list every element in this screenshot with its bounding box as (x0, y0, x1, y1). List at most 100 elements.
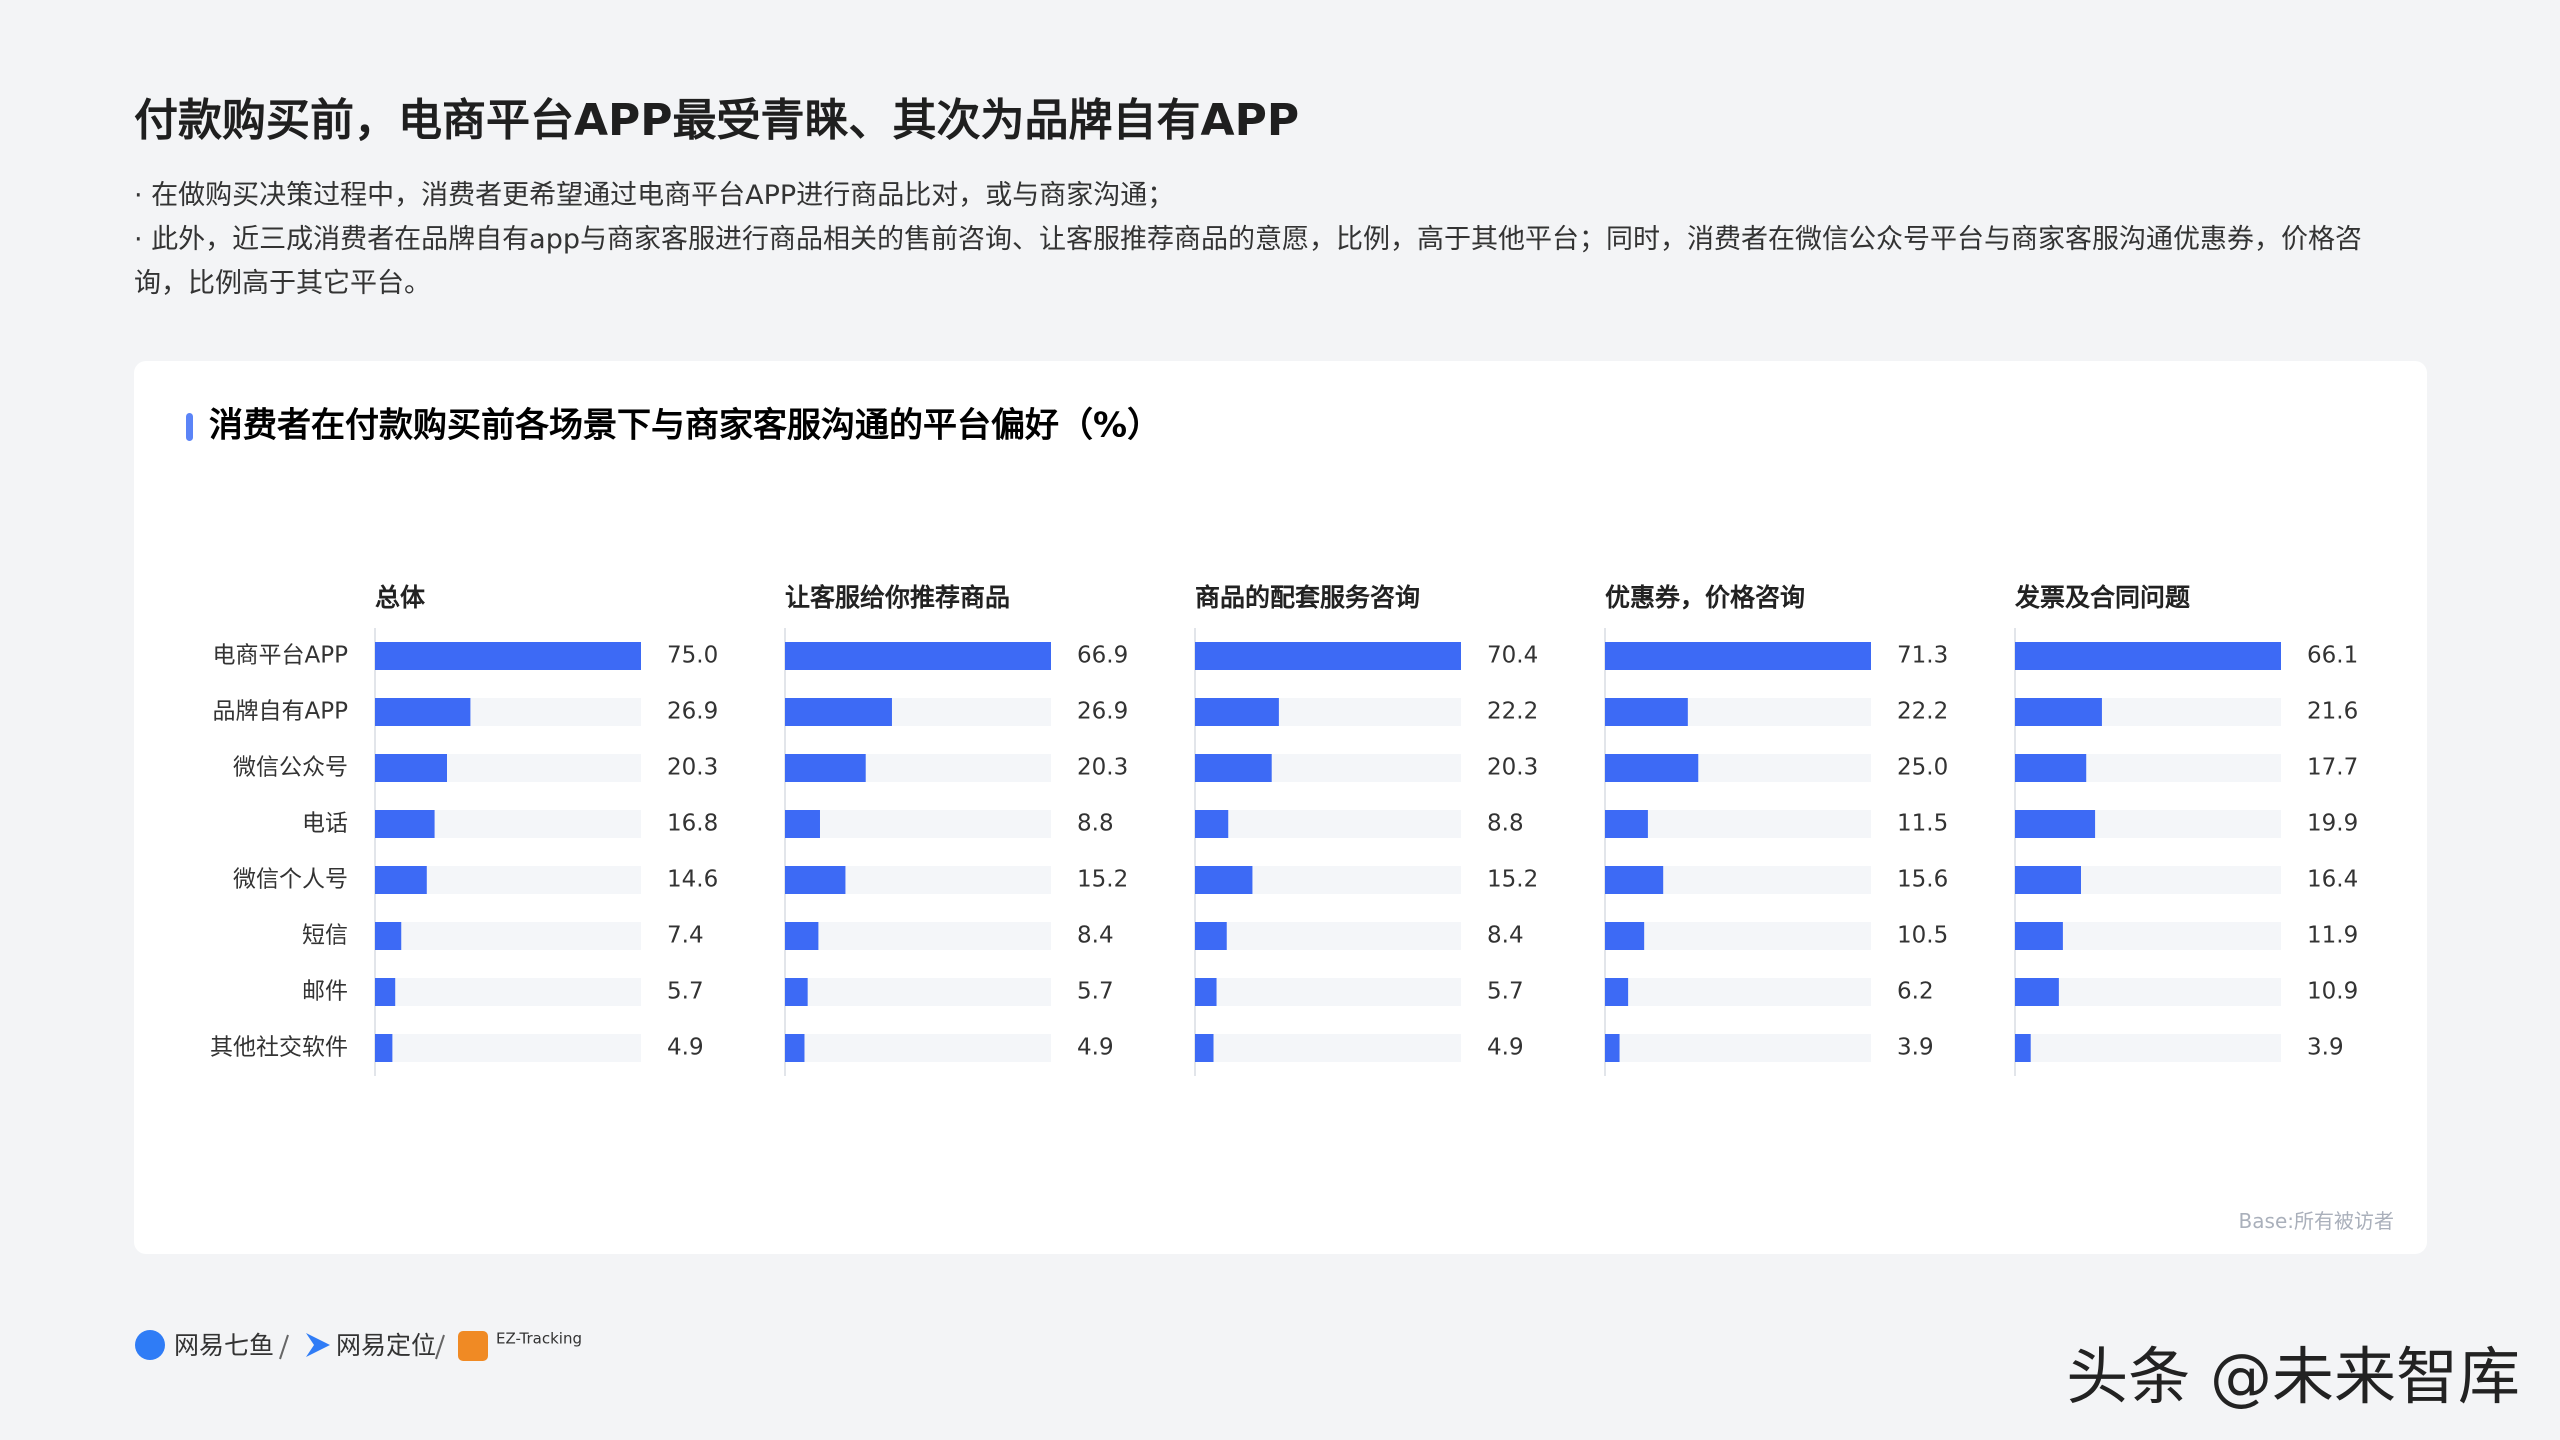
watermark: 头条 @未来智库 (2066, 1340, 2520, 1413)
bar (2015, 810, 2096, 838)
bar (375, 810, 435, 838)
value-label: 4.9 (1487, 1035, 1524, 1061)
bar (375, 642, 641, 670)
separator (279, 1334, 289, 1360)
value-label: 5.7 (667, 979, 704, 1005)
value-label: 15.2 (1487, 867, 1538, 893)
value-label: 26.9 (1077, 699, 1128, 725)
value-label: 14.6 (667, 867, 718, 893)
bar (1195, 698, 1279, 726)
bar (375, 866, 427, 894)
value-label: 10.5 (1897, 923, 1948, 949)
bar (1195, 866, 1253, 894)
value-label: 66.9 (1077, 643, 1128, 669)
value-label: 16.8 (667, 811, 718, 837)
value-label: 20.3 (667, 755, 718, 781)
bar-track (1195, 922, 1461, 950)
bar (1605, 978, 1629, 1006)
category-label: 电商平台APP (213, 643, 349, 669)
bar-track (785, 1034, 1051, 1062)
bar (2015, 698, 2102, 726)
bar-track (375, 978, 641, 1006)
category-label: 微信公众号 (233, 755, 348, 781)
value-label: 21.6 (2307, 699, 2358, 725)
panel-title: 发票及合同问题 (2014, 583, 2190, 612)
panel-title: 商品的配套服务咨询 (1195, 583, 1420, 612)
value-label: 25.0 (1897, 755, 1948, 781)
panel-title: 让客服给你推荐商品 (785, 583, 1010, 612)
bar-track (785, 978, 1051, 1006)
bar (785, 698, 892, 726)
value-label: 19.9 (2307, 811, 2358, 837)
category-label: 电话 (302, 811, 348, 837)
bar (375, 754, 447, 782)
separator (435, 1334, 445, 1360)
bar (2015, 754, 2087, 782)
bar-track (1605, 1034, 1871, 1062)
bar-track (375, 922, 641, 950)
bar (2015, 642, 2281, 670)
value-label: 15.2 (1077, 867, 1128, 893)
bar-track (375, 1034, 641, 1062)
value-label: 4.9 (1077, 1035, 1114, 1061)
bar (2015, 922, 2063, 950)
bar (375, 698, 471, 726)
bar (1195, 754, 1272, 782)
chart-card: 消费者在付款购买前各场景下与商家客服沟通的平台偏好（%） 电商平台APP 品牌自有… (134, 361, 2427, 1254)
value-label: 20.3 (1077, 755, 1128, 781)
bar (785, 754, 866, 782)
bullets: · 在做购买决策过程中，消费者更希望通过电商平台APP进行商品比对，或与商家沟通… (134, 174, 2384, 306)
bar (785, 922, 819, 950)
bar (2015, 866, 2081, 894)
bar (1605, 866, 1664, 894)
bar (785, 978, 808, 1006)
value-label: 5.7 (1487, 979, 1524, 1005)
value-label: 11.5 (1897, 811, 1948, 837)
footer-text: 网易七鱼 (174, 1331, 274, 1360)
bar (375, 978, 396, 1006)
chart: 消费者在付款购买前各场景下与商家客服沟通的平台偏好（%） 电商平台APP 品牌自有… (186, 406, 2358, 1076)
base-note: Base:所有被访者 (2238, 1209, 2394, 1233)
bar (1605, 642, 1871, 670)
bar-track (1195, 810, 1461, 838)
value-label: 4.9 (667, 1035, 704, 1061)
value-label: 75.0 (667, 643, 718, 669)
bar-track (1195, 1034, 1461, 1062)
bar-track (1605, 922, 1871, 950)
bar (1605, 1034, 1620, 1062)
bar-track (1195, 978, 1461, 1006)
value-label: 3.9 (2307, 1035, 2344, 1061)
value-label: 66.1 (2307, 643, 2358, 669)
category-label: 其他社交软件 (210, 1035, 348, 1061)
bar (1605, 810, 1648, 838)
bar-track (785, 810, 1051, 838)
value-label: 16.4 (2307, 867, 2358, 893)
bar (785, 810, 820, 838)
value-label: 8.4 (1077, 923, 1114, 949)
bar (785, 642, 1051, 670)
value-label: 8.8 (1077, 811, 1114, 837)
value-label: 22.2 (1897, 699, 1948, 725)
bar (1605, 754, 1699, 782)
panel-title: 总体 (375, 583, 426, 612)
value-label: 7.4 (667, 923, 704, 949)
bar (2015, 978, 2059, 1006)
logo (135, 1330, 165, 1360)
footer-text: EZ-Tracking (496, 1330, 582, 1348)
bullet: · 在做购买决策过程中，消费者更希望通过电商平台APP进行商品比对，或与商家沟通… (134, 180, 1175, 211)
value-label: 26.9 (667, 699, 718, 725)
category-label: 微信个人号 (233, 867, 348, 893)
chart-title: 消费者在付款购买前各场景下与商家客服沟通的平台偏好（%） (209, 406, 1161, 446)
bar-track (2015, 1034, 2281, 1062)
bar (785, 1034, 805, 1062)
value-label: 10.9 (2307, 979, 2358, 1005)
value-label: 22.2 (1487, 699, 1538, 725)
value-label: 70.4 (1487, 643, 1538, 669)
bar (1195, 1034, 1214, 1062)
bar-track (2015, 978, 2281, 1006)
bar (1195, 978, 1217, 1006)
title-accent (186, 413, 193, 441)
bar (375, 922, 402, 950)
value-label: 5.7 (1077, 979, 1114, 1005)
panel-title: 优惠券，价格咨询 (1605, 583, 1805, 612)
